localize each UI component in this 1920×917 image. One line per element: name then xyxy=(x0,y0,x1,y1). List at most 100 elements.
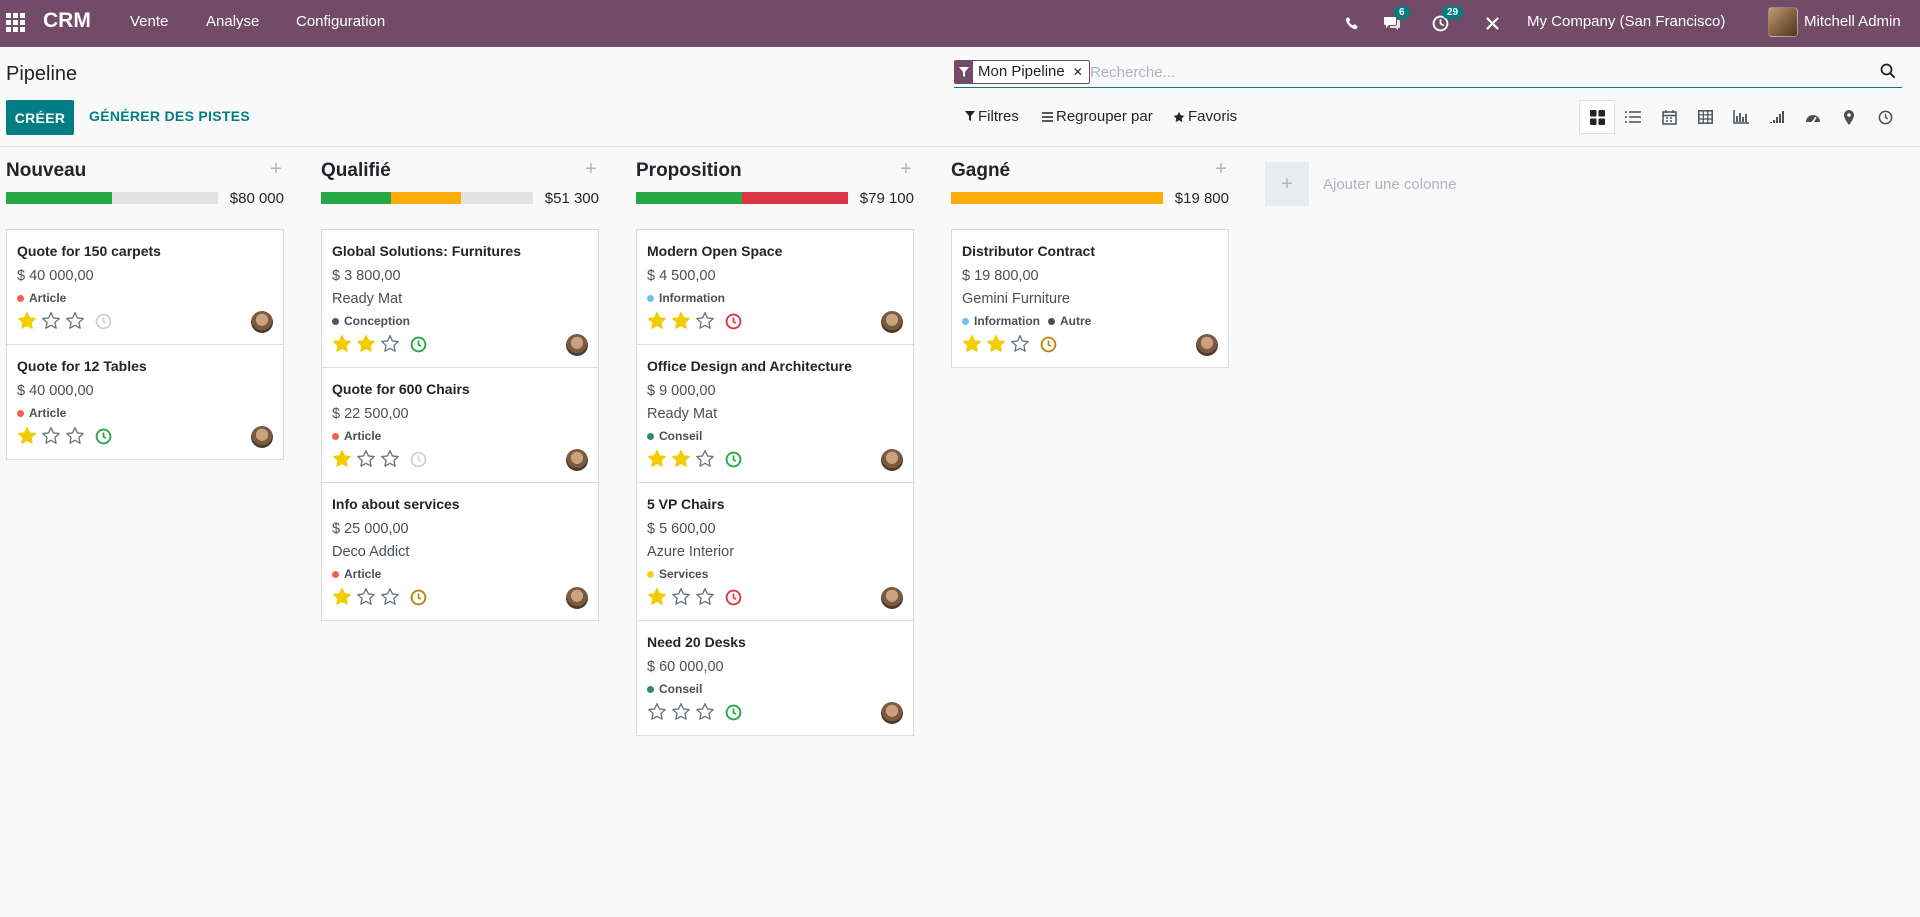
create-button[interactable]: CRÉER xyxy=(6,100,74,135)
priority-star-icon[interactable] xyxy=(356,587,376,607)
column-progress-bar[interactable] xyxy=(321,192,533,204)
lead-card[interactable]: 5 VP Chairs $ 5 600,00 Azure Interior Servi… xyxy=(637,483,913,621)
map-view-button[interactable] xyxy=(1831,100,1867,134)
lead-card[interactable]: Quote for 600 Chairs $ 22 500,00 Article xyxy=(322,368,598,483)
lead-card[interactable]: Distributor Contract $ 19 800,00 Gemini Fu… xyxy=(952,230,1228,367)
lead-card[interactable]: Global Solutions: Furnitures $ 3 800,00 Re… xyxy=(322,230,598,368)
add-column-button[interactable]: + Ajouter une colonne xyxy=(1265,162,1456,206)
priority-star-icon[interactable] xyxy=(695,702,715,722)
activity-clock-icon[interactable] xyxy=(410,336,427,353)
column-quick-create-icon[interactable]: + xyxy=(270,158,282,180)
calendar-view-button[interactable] xyxy=(1651,100,1687,134)
priority-star-icon[interactable] xyxy=(647,587,667,607)
lead-card[interactable]: Office Design and Architecture $ 9 000,00… xyxy=(637,345,913,483)
phone-icon[interactable] xyxy=(1342,11,1362,35)
priority-star-icon[interactable] xyxy=(647,449,667,469)
salesperson-avatar[interactable] xyxy=(881,311,903,333)
cohort-view-button[interactable] xyxy=(1759,100,1795,134)
priority-star-icon[interactable] xyxy=(647,311,667,331)
lead-card[interactable]: Quote for 150 carpets $ 40 000,00 Article xyxy=(7,230,283,345)
progress-segment[interactable] xyxy=(390,192,461,204)
priority-star-icon[interactable] xyxy=(380,334,400,354)
salesperson-avatar[interactable] xyxy=(881,702,903,724)
activities-icon[interactable]: 29 xyxy=(1428,6,1464,35)
priority-star-icon[interactable] xyxy=(671,449,691,469)
activity-clock-icon[interactable] xyxy=(725,451,742,468)
salesperson-avatar[interactable] xyxy=(566,449,588,471)
column-quick-create-icon[interactable]: + xyxy=(585,158,597,180)
filters-button[interactable]: Filtres xyxy=(965,108,1019,125)
priority-star-icon[interactable] xyxy=(41,311,61,331)
debug-tools-icon[interactable] xyxy=(1482,11,1502,35)
user-menu[interactable]: Mitchell Admin xyxy=(1804,13,1901,30)
priority-star-icon[interactable] xyxy=(332,334,352,354)
graph-view-button[interactable] xyxy=(1723,100,1759,134)
lead-card[interactable]: Modern Open Space $ 4 500,00 Information xyxy=(637,230,913,345)
progress-segment[interactable] xyxy=(636,192,742,204)
list-view-button[interactable] xyxy=(1615,100,1651,134)
progress-segment[interactable] xyxy=(321,192,391,204)
activity-clock-icon[interactable] xyxy=(410,589,427,606)
menu-analyse[interactable]: Analyse xyxy=(206,13,260,30)
column-progress-bar[interactable] xyxy=(6,192,218,204)
menu-vente[interactable]: Vente xyxy=(130,13,169,30)
progress-segment[interactable] xyxy=(742,192,848,204)
salesperson-avatar[interactable] xyxy=(566,334,588,356)
favorites-button[interactable]: Favoris xyxy=(1173,108,1237,125)
priority-star-icon[interactable] xyxy=(695,311,715,331)
app-brand[interactable]: CRM xyxy=(43,9,91,32)
priority-star-icon[interactable] xyxy=(356,449,376,469)
priority-star-icon[interactable] xyxy=(986,334,1006,354)
facet-remove-icon[interactable]: ✕ xyxy=(1072,65,1083,79)
salesperson-avatar[interactable] xyxy=(566,587,588,609)
salesperson-avatar[interactable] xyxy=(881,587,903,609)
messages-icon[interactable]: 6 xyxy=(1380,6,1410,35)
activity-clock-icon[interactable] xyxy=(725,589,742,606)
search-icon[interactable] xyxy=(1880,63,1896,79)
column-quick-create-icon[interactable]: + xyxy=(1215,158,1227,180)
activity-clock-icon[interactable] xyxy=(95,428,112,445)
activity-view-button[interactable] xyxy=(1867,100,1903,134)
user-avatar[interactable] xyxy=(1768,7,1798,37)
priority-star-icon[interactable] xyxy=(695,587,715,607)
column-progress-bar[interactable] xyxy=(951,192,1163,204)
priority-star-icon[interactable] xyxy=(962,334,982,354)
progress-segment[interactable] xyxy=(6,192,112,204)
priority-star-icon[interactable] xyxy=(41,426,61,446)
activity-clock-icon[interactable] xyxy=(95,313,112,330)
activity-clock-icon[interactable] xyxy=(725,313,742,330)
salesperson-avatar[interactable] xyxy=(1196,334,1218,356)
priority-star-icon[interactable] xyxy=(65,311,85,331)
kanban-view-button[interactable] xyxy=(1579,100,1615,134)
priority-star-icon[interactable] xyxy=(695,449,715,469)
priority-star-icon[interactable] xyxy=(17,311,37,331)
activity-clock-icon[interactable] xyxy=(410,451,427,468)
apps-menu-icon[interactable] xyxy=(6,13,26,33)
priority-star-icon[interactable] xyxy=(17,426,37,446)
salesperson-avatar[interactable] xyxy=(881,449,903,471)
salesperson-avatar[interactable] xyxy=(251,426,273,448)
activity-clock-icon[interactable] xyxy=(1040,336,1057,353)
column-quick-create-icon[interactable]: + xyxy=(900,158,912,180)
column-progress-bar[interactable] xyxy=(636,192,848,204)
priority-star-icon[interactable] xyxy=(380,449,400,469)
lead-card[interactable]: Info about services $ 25 000,00 Deco Addic… xyxy=(322,483,598,620)
progress-segment[interactable] xyxy=(951,192,1163,204)
priority-star-icon[interactable] xyxy=(1010,334,1030,354)
company-switcher[interactable]: My Company (San Francisco) xyxy=(1527,13,1726,30)
salesperson-avatar[interactable] xyxy=(251,311,273,333)
generate-leads-button[interactable]: GÉNÉRER DES PISTES xyxy=(89,108,250,124)
pivot-view-button[interactable] xyxy=(1687,100,1723,134)
priority-star-icon[interactable] xyxy=(671,587,691,607)
lead-card[interactable]: Need 20 Desks $ 60 000,00 Conseil xyxy=(637,621,913,735)
priority-star-icon[interactable] xyxy=(647,702,667,722)
priority-star-icon[interactable] xyxy=(671,311,691,331)
priority-star-icon[interactable] xyxy=(671,702,691,722)
activity-clock-icon[interactable] xyxy=(725,704,742,721)
priority-star-icon[interactable] xyxy=(380,587,400,607)
dashboard-view-button[interactable] xyxy=(1795,100,1831,134)
priority-star-icon[interactable] xyxy=(65,426,85,446)
lead-card[interactable]: Quote for 12 Tables $ 40 000,00 Article xyxy=(7,345,283,459)
groupby-button[interactable]: Regrouper par xyxy=(1042,108,1153,125)
search-input[interactable] xyxy=(1090,60,1850,84)
